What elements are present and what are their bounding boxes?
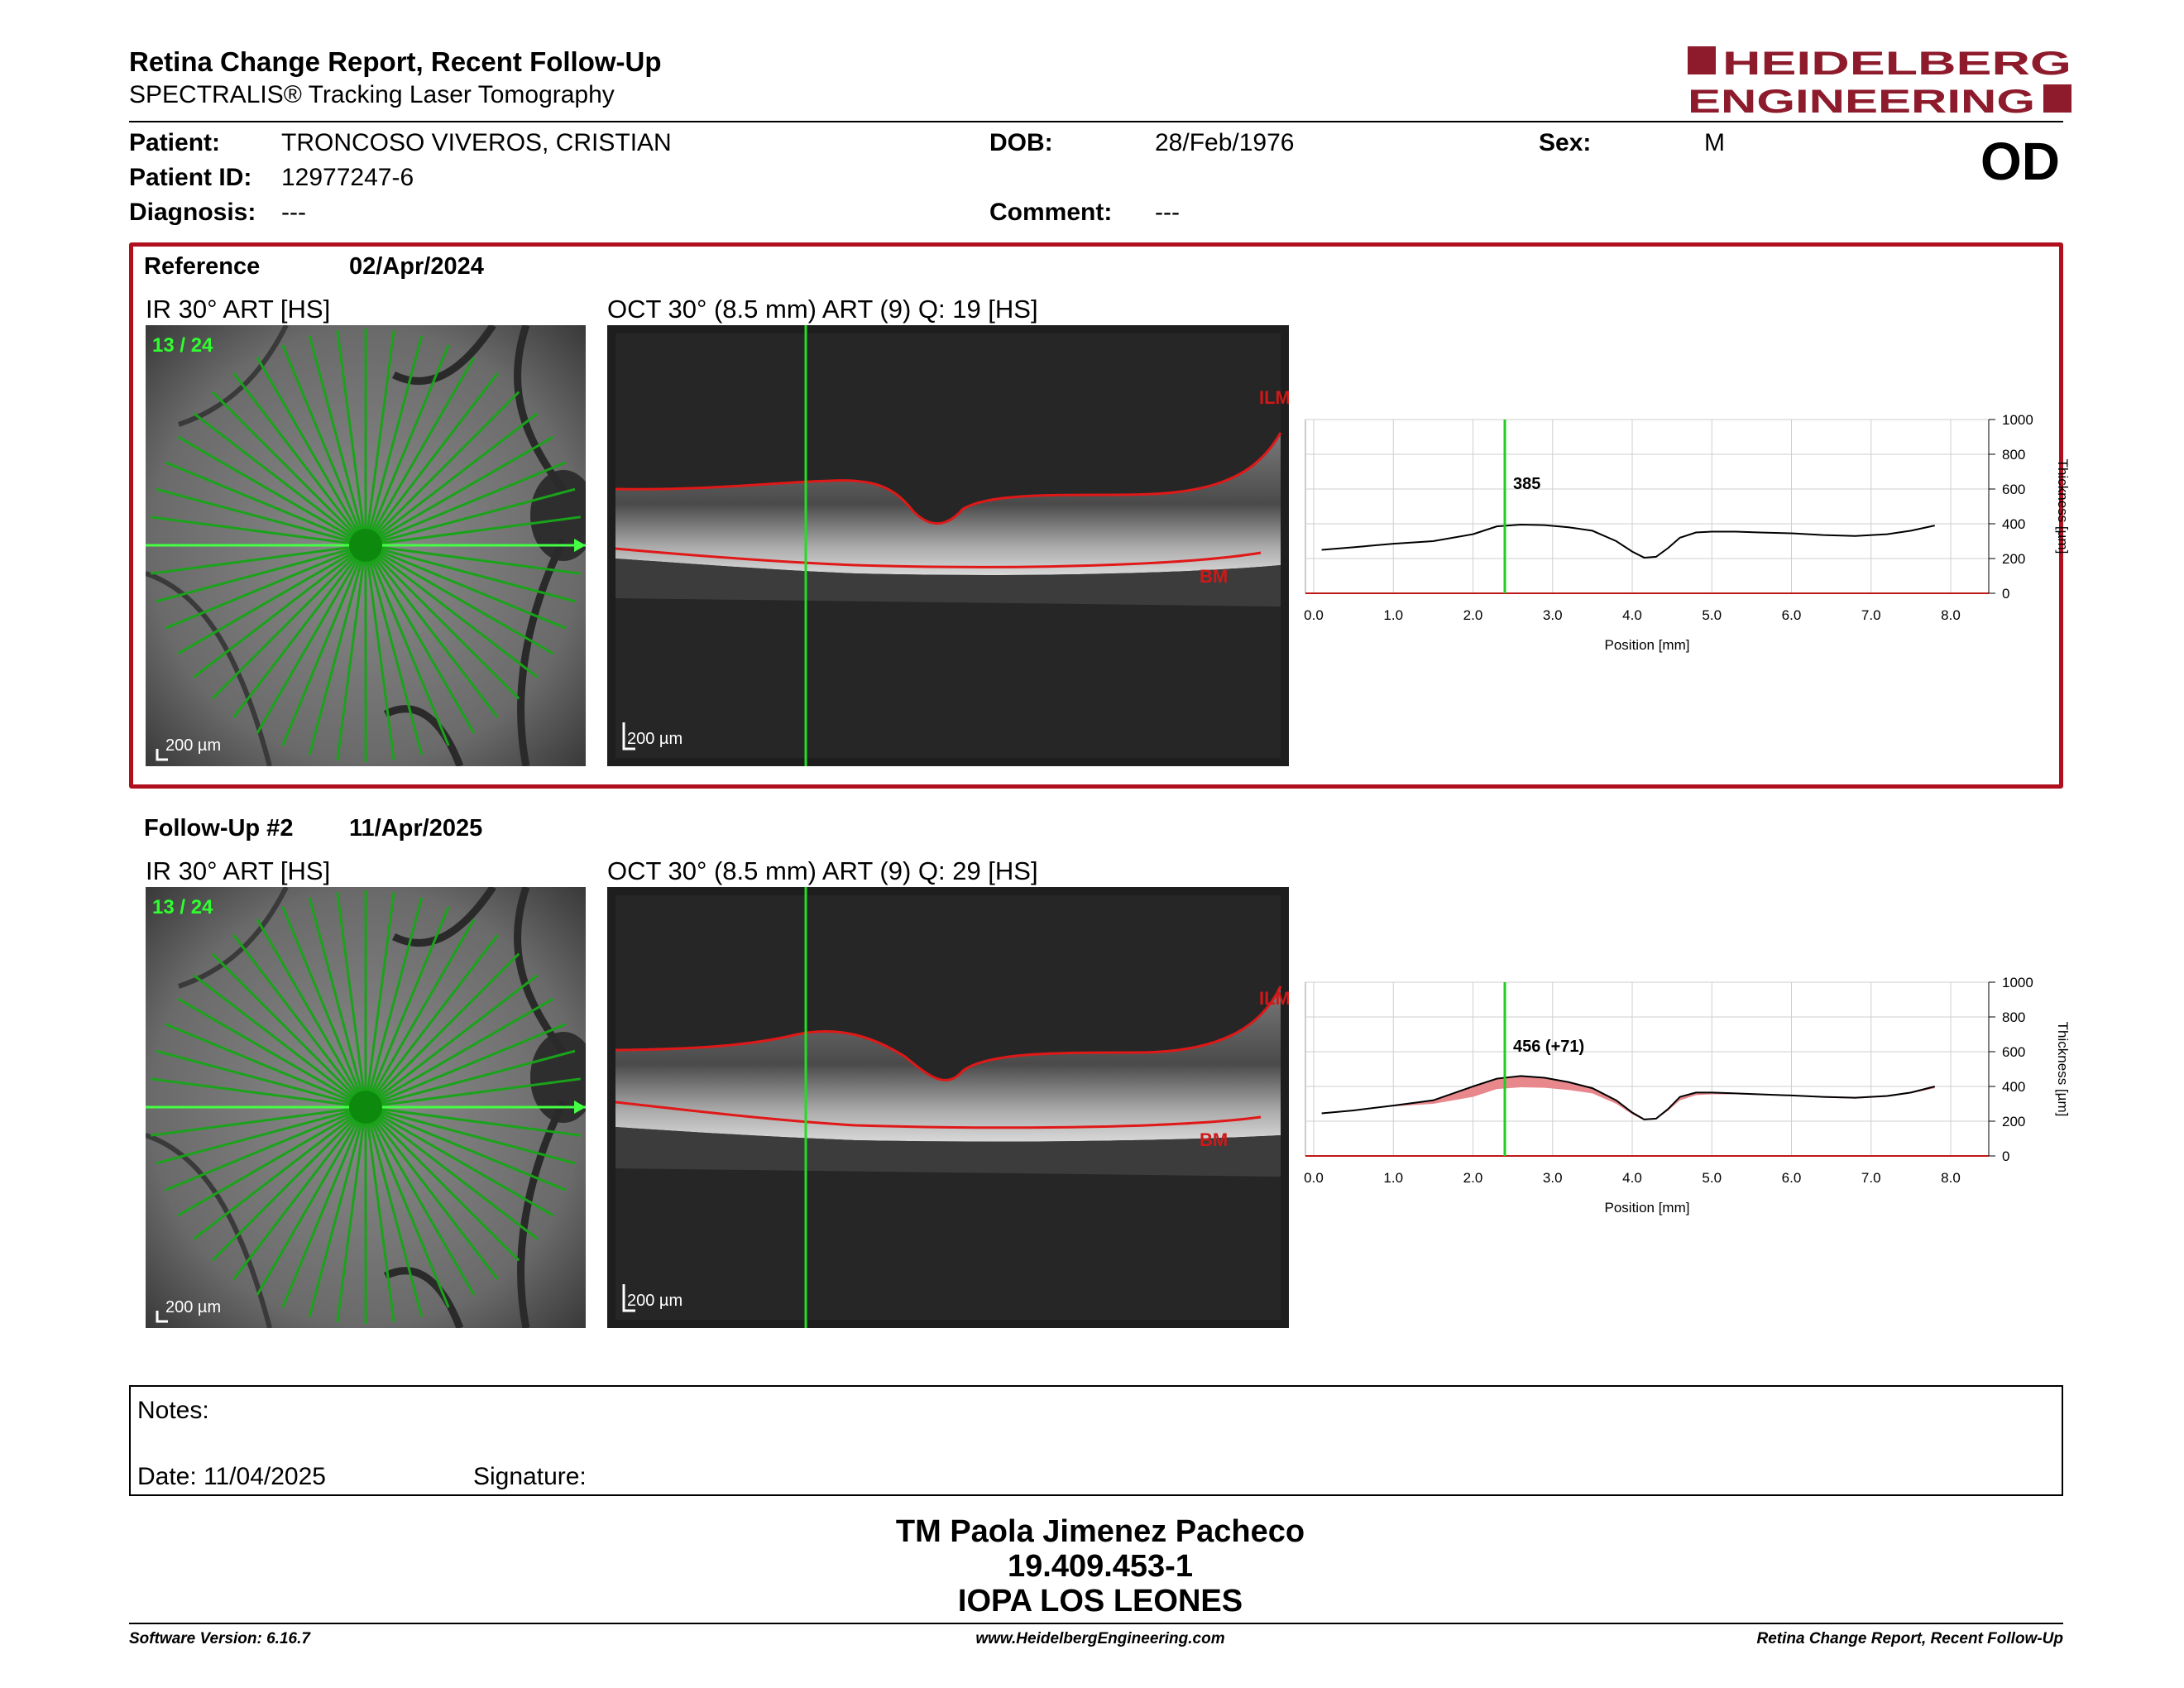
- x-tick-label: 4.0: [1622, 1170, 1642, 1186]
- thickness-change-area: [1321, 1076, 1935, 1120]
- plot-area: [1305, 419, 1990, 594]
- svg-text:ENGINEERING: ENGINEERING: [1688, 84, 2035, 117]
- y-tick-label: 200: [2002, 551, 2025, 567]
- eye-indicator: OD: [1980, 132, 2060, 191]
- notes-date: Date: 11/04/2025: [137, 1463, 326, 1490]
- signature-label: Signature:: [473, 1463, 587, 1490]
- x-tick-label: 1.0: [1383, 607, 1403, 623]
- signer-org: IOPA LOS LEONES: [957, 1584, 1243, 1618]
- y-tick-label: 800: [2002, 1009, 2025, 1025]
- diagnosis-value: ---: [281, 199, 306, 226]
- y-axis-label: Thickness [µm]: [2055, 1022, 2071, 1117]
- x-tick-label: 8.0: [1941, 607, 1961, 623]
- x-tick-label: 6.0: [1782, 607, 1802, 623]
- y-tick-label: 1000: [2002, 412, 2033, 428]
- report-subtitle: SPECTRALIS® Tracking Laser Tomography: [129, 81, 615, 108]
- x-tick-label: 7.0: [1861, 1170, 1881, 1186]
- x-tick-label: 3.0: [1543, 607, 1563, 623]
- sex-value: M: [1704, 129, 1725, 156]
- followup-label: Follow-Up #2: [144, 815, 294, 842]
- reference-oct-image: ILM BM 200 µm: [607, 325, 1289, 766]
- thickness-line: [1321, 524, 1935, 559]
- x-tick-label: 0.0: [1304, 607, 1324, 623]
- svg-text:13 / 24: 13 / 24: [152, 896, 213, 918]
- y-tick-label: 0: [2002, 586, 2009, 602]
- x-tick-label: 2.0: [1463, 1170, 1483, 1186]
- diagnosis-label: Diagnosis:: [129, 199, 256, 226]
- signer-rut: 19.409.453-1: [1008, 1549, 1193, 1584]
- y-tick-label: 400: [2002, 516, 2025, 532]
- logo-square-top: [1688, 46, 1716, 74]
- svg-text:ILM: ILM: [1259, 387, 1289, 408]
- y-axis-label: Thickness [µm]: [2055, 459, 2071, 554]
- reference-ir-label: IR 30° ART [HS]: [146, 295, 331, 324]
- x-axis-label: Position [mm]: [1605, 1200, 1690, 1216]
- followup-oct-image: ILM BM 200 µm: [607, 887, 1289, 1328]
- followup-oct-label: OCT 30° (8.5 mm) ART (9) Q: 29 [HS]: [607, 856, 1038, 885]
- dob-value: 28/Feb/1976: [1155, 129, 1295, 156]
- x-tick-label: 8.0: [1941, 1170, 1961, 1186]
- reference-date: 02/Apr/2024: [349, 253, 484, 280]
- svg-text:ILM: ILM: [1259, 988, 1289, 1009]
- plot-area: [1305, 981, 1990, 1157]
- comment-value: ---: [1155, 199, 1180, 226]
- followup-ir-image: 13 / 24 200 µm: [146, 887, 586, 1328]
- svg-text:200 µm: 200 µm: [627, 730, 682, 748]
- y-tick-label: 600: [2002, 1044, 2025, 1060]
- reference-label: Reference: [144, 253, 261, 280]
- followup-ir-label: IR 30° ART [HS]: [146, 856, 331, 885]
- x-tick-label: 2.0: [1463, 607, 1483, 623]
- svg-text:BM: BM: [1200, 566, 1228, 587]
- patient-id: 12977247-6: [281, 164, 414, 191]
- heidelberg-logo: HEIDELBERG ENGINEERING: [1688, 43, 2076, 120]
- y-tick-label: 800: [2002, 447, 2025, 463]
- x-tick-label: 5.0: [1702, 1170, 1722, 1186]
- x-axis-label: Position [mm]: [1605, 637, 1690, 653]
- x-tick-label: 0.0: [1304, 1170, 1324, 1186]
- signer-name: TM Paola Jimenez Pacheco: [895, 1514, 1305, 1549]
- cursor-value-label: 385: [1513, 475, 1540, 493]
- logo-square-bottom: [2043, 84, 2071, 113]
- x-tick-label: 3.0: [1543, 1170, 1563, 1186]
- x-tick-label: 4.0: [1622, 607, 1642, 623]
- reference-ir-image: 13 / 24 200 µm: [146, 325, 586, 766]
- reference-oct-label: OCT 30° (8.5 mm) ART (9) Q: 19 [HS]: [607, 295, 1038, 324]
- followup-date: 11/Apr/2025: [349, 815, 483, 842]
- patient-label: Patient:: [129, 129, 221, 156]
- x-tick-label: 7.0: [1861, 607, 1881, 623]
- reference-thickness-chart: 0.0 1.0 2.0 3.0 4.0 5.0 6.0 7.0 8.0 0 200 400 600 800…: [1299, 410, 2076, 674]
- optic-disc: [530, 470, 586, 561]
- svg-text:200 µm: 200 µm: [165, 1298, 221, 1316]
- notes-label: Notes:: [137, 1397, 209, 1424]
- y-tick-label: 600: [2002, 482, 2025, 497]
- x-tick-label: 5.0: [1702, 607, 1722, 623]
- cursor-value-label: 456 (+71): [1513, 1038, 1584, 1056]
- patient-id-label: Patient ID:: [129, 164, 252, 191]
- footer-rule: [129, 1623, 2063, 1624]
- website-link[interactable]: www.HeidelbergEngineering.com: [975, 1630, 1225, 1647]
- y-tick-label: 0: [2002, 1149, 2009, 1164]
- y-tick-label: 200: [2002, 1114, 2025, 1129]
- comment-label: Comment:: [989, 199, 1113, 226]
- thickness-line: [1321, 1075, 1935, 1120]
- dob-label: DOB:: [989, 129, 1053, 156]
- footer-report-name: Retina Change Report, Recent Follow-Up: [1756, 1630, 2063, 1647]
- svg-text:13 / 24: 13 / 24: [152, 334, 213, 357]
- svg-text:HEIDELBERG: HEIDELBERG: [1722, 46, 2071, 82]
- y-tick-label: 1000: [2002, 975, 2033, 990]
- patient-name: TRONCOSO VIVEROS, CRISTIAN: [281, 129, 672, 156]
- reference-frame: [129, 242, 2063, 789]
- report-title: Retina Change Report, Recent Follow-Up: [129, 46, 662, 77]
- svg-text:200 µm: 200 µm: [165, 736, 221, 755]
- svg-text:200 µm: 200 µm: [627, 1292, 682, 1310]
- svg-text:BM: BM: [1200, 1129, 1228, 1150]
- header-rule: [129, 121, 2063, 122]
- x-tick-label: 1.0: [1383, 1170, 1403, 1186]
- x-tick-label: 6.0: [1782, 1170, 1802, 1186]
- notes-box[interactable]: Notes: Date: 11/04/2025 Signature:: [129, 1385, 2063, 1496]
- software-version: Software Version: 6.16.7: [129, 1630, 310, 1647]
- y-tick-label: 400: [2002, 1079, 2025, 1095]
- sex-label: Sex:: [1539, 129, 1592, 156]
- followup-thickness-chart: 0.0 1.0 2.0 3.0 4.0 5.0 6.0 7.0 8.0 0 200 400 600 800…: [1299, 972, 2076, 1237]
